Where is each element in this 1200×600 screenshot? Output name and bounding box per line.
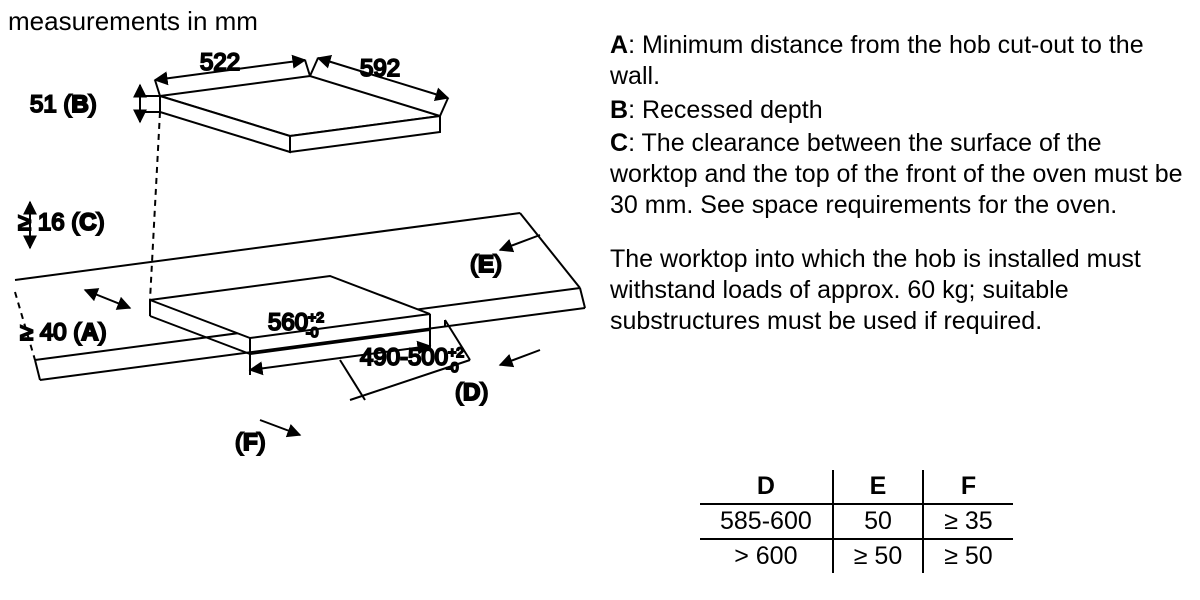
legend-b: B: Recessed depth bbox=[610, 95, 1190, 126]
dim-hob-depth: 522 bbox=[200, 49, 240, 76]
key-e: (E) bbox=[470, 251, 502, 278]
installation-diagram: 522 592 51 (B) bbox=[0, 30, 600, 500]
dim-clearance-a: ≥ 40 (A) bbox=[20, 319, 107, 346]
col-e: E bbox=[833, 470, 923, 504]
dim-cutout-depth: 490-500+2-0 bbox=[360, 344, 464, 375]
def-table: D E F 585-600 50 ≥ 35 > 600 ≥ 50 ≥ 50 bbox=[700, 470, 1013, 573]
table-row: 585-600 50 ≥ 35 bbox=[700, 504, 1013, 539]
legend-c: C: The clearance between the surface of … bbox=[610, 128, 1190, 222]
legend-block: A: Minimum distance from the hob cut-out… bbox=[610, 30, 1190, 337]
dim-hob-width: 592 bbox=[360, 55, 400, 82]
legend-a: A: Minimum distance from the hob cut-out… bbox=[610, 30, 1190, 93]
key-f: (F) bbox=[235, 429, 266, 456]
dim-hob-height: 51 (B) bbox=[30, 91, 97, 118]
table-row: > 600 ≥ 50 ≥ 50 bbox=[700, 539, 1013, 573]
dim-clearance-c: ≥ 16 (C) bbox=[18, 209, 105, 236]
key-d: (D) bbox=[455, 379, 488, 406]
col-f: F bbox=[923, 470, 1012, 504]
col-d: D bbox=[700, 470, 833, 504]
load-note: The worktop into which the hob is instal… bbox=[610, 244, 1190, 338]
dim-cutout-width: 560+2-0 bbox=[268, 309, 324, 340]
